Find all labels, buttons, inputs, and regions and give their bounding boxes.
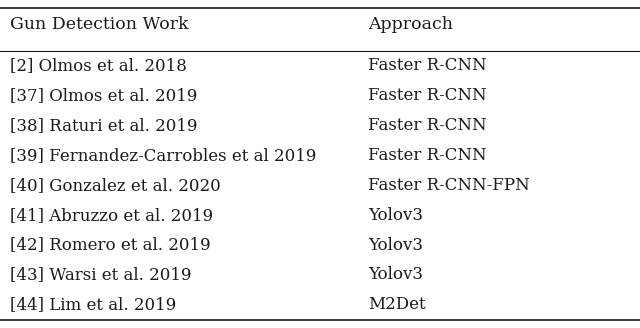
- Text: Faster R-CNN: Faster R-CNN: [368, 117, 486, 134]
- Text: Faster R-CNN: Faster R-CNN: [368, 57, 486, 74]
- Text: [38] Raturi et al. 2019: [38] Raturi et al. 2019: [10, 117, 197, 134]
- Text: [44] Lim et al. 2019: [44] Lim et al. 2019: [10, 297, 176, 313]
- Text: Approach: Approach: [368, 16, 453, 33]
- Text: [41] Abruzzo et al. 2019: [41] Abruzzo et al. 2019: [10, 207, 212, 224]
- Text: Yolov3: Yolov3: [368, 236, 423, 254]
- Text: [43] Warsi et al. 2019: [43] Warsi et al. 2019: [10, 266, 191, 283]
- Text: Yolov3: Yolov3: [368, 266, 423, 283]
- Text: Faster R-CNN: Faster R-CNN: [368, 87, 486, 104]
- Text: [39] Fernandez-Carrobles et al 2019: [39] Fernandez-Carrobles et al 2019: [10, 147, 316, 164]
- Text: M2Det: M2Det: [368, 297, 426, 313]
- Text: Gun Detection Work: Gun Detection Work: [10, 16, 188, 33]
- Text: Faster R-CNN: Faster R-CNN: [368, 147, 486, 164]
- Text: [40] Gonzalez et al. 2020: [40] Gonzalez et al. 2020: [10, 177, 220, 194]
- Text: [2] Olmos et al. 2018: [2] Olmos et al. 2018: [10, 57, 186, 74]
- Text: [42] Romero et al. 2019: [42] Romero et al. 2019: [10, 236, 210, 254]
- Text: Faster R-CNN-FPN: Faster R-CNN-FPN: [368, 177, 530, 194]
- Text: [37] Olmos et al. 2019: [37] Olmos et al. 2019: [10, 87, 197, 104]
- Text: Yolov3: Yolov3: [368, 207, 423, 224]
